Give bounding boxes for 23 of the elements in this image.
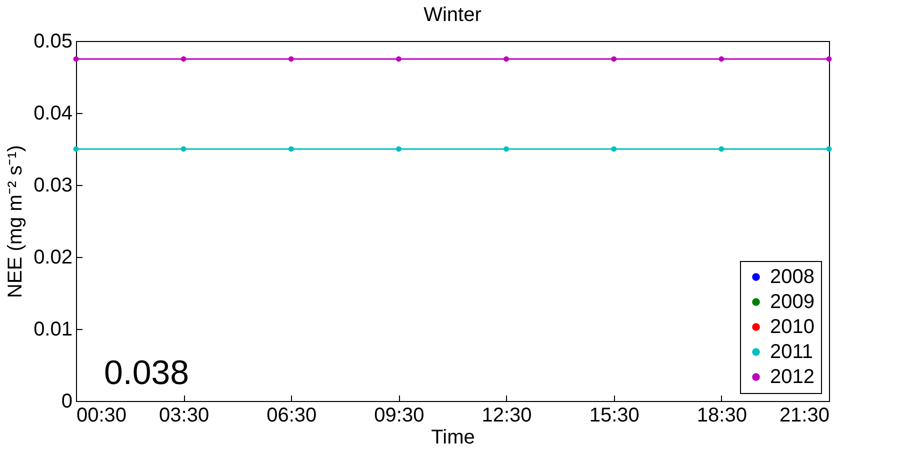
chart-title: Winter	[424, 4, 482, 26]
x-tick-label: 09:30	[374, 404, 424, 426]
y-tick-label: 0.05	[34, 30, 72, 52]
legend-label: 2010	[770, 316, 814, 338]
legend-label: 2011	[770, 341, 814, 363]
x-tick-label: 21:30	[779, 404, 830, 426]
x-tick-label: 00:30	[76, 404, 127, 426]
y-tick-label: 0.03	[34, 174, 72, 196]
x-axis-title: Time	[431, 426, 475, 448]
x-tick-label: 18:30	[696, 404, 747, 426]
y-tick-label: 0	[61, 390, 72, 412]
y-tick-label: 0.04	[34, 102, 72, 124]
x-tick-label: 03:30	[159, 404, 210, 426]
x-tick-label: 15:30	[589, 404, 640, 426]
x-tick-label: 06:30	[266, 404, 317, 426]
legend-label: 2008	[770, 266, 814, 288]
y-axis-title: NEE (mg m⁻² s⁻¹)	[4, 145, 27, 298]
legend-label: 2012	[770, 366, 814, 388]
y-tick-label: 0.01	[34, 318, 72, 340]
annotation: 0.038	[104, 354, 190, 392]
x-tick-label: 12:30	[482, 404, 532, 426]
y-tick-label: 0.02	[34, 246, 72, 268]
legend-label: 2009	[770, 291, 814, 313]
